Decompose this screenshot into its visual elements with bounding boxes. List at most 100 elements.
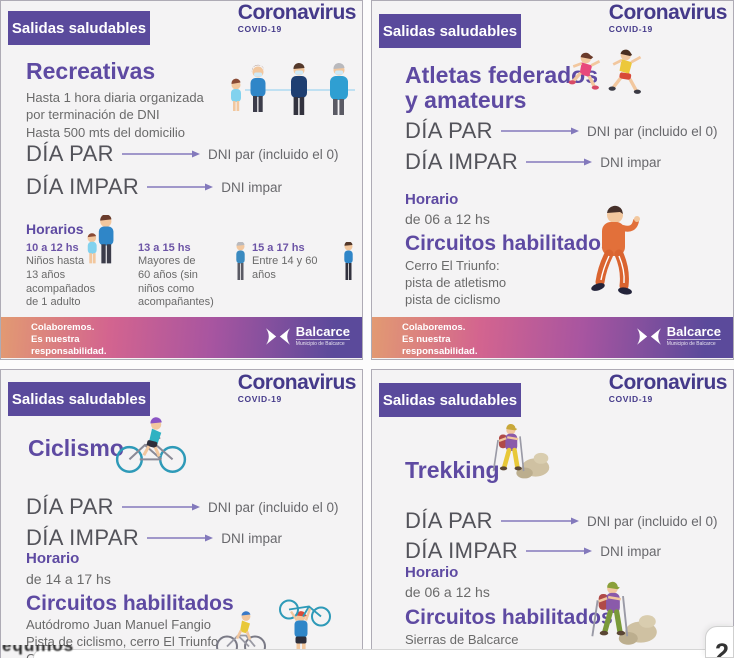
balcarce-sub: Municipio de Balcarce — [295, 339, 350, 347]
dia-par-row: DÍA PAR DNI par (incluido el 0) — [26, 494, 339, 520]
horario-value: de 14 a 17 hs — [26, 571, 111, 587]
horarios-heading: Horarios — [26, 221, 84, 237]
slot-detail: Entre 14 y 60 años — [252, 255, 318, 281]
arrow-right-icon — [147, 534, 214, 542]
card-title: Recreativas — [26, 58, 156, 84]
circuitos-heading: Circuitos habilitados — [405, 232, 613, 255]
dia-impar-label: DÍA IMPAR — [405, 149, 519, 174]
dia-impar-value: DNI impar — [600, 543, 661, 559]
logo-subtitle: COVID-19 — [237, 394, 282, 405]
dia-par-value: DNI par (incluido el 0) — [207, 146, 339, 162]
circuitos-heading: Circuitos habilitados — [26, 592, 234, 615]
arrow-right-icon — [147, 183, 214, 191]
badge-label: Salidas saludables — [11, 19, 147, 37]
salidas-saludables-badge: Salidas saludables — [379, 383, 521, 417]
dia-par-label: DÍA PAR — [405, 118, 493, 143]
footer-banner: Colaboremos. Es nuestra responsabilidad.… — [372, 317, 733, 358]
dia-impar-label: DÍA IMPAR — [405, 538, 519, 563]
coronavirus-logo: Coronavirus COVID-19 — [608, 1, 728, 35]
salidas-saludables-badge: Salidas saludables — [8, 382, 150, 416]
dia-impar-row: DÍA IMPAR DNI impar — [26, 174, 282, 200]
circuitos-detail: Autódromo Juan Manuel Fangio Pista de ci… — [26, 617, 219, 658]
dia-par-value: DNI par (incluido el 0) — [586, 513, 718, 529]
coronavirus-logo: Coronavirus COVID-19 — [237, 371, 357, 405]
footer-message: Colaboremos. Es nuestra responsabilidad. — [402, 322, 478, 357]
circuitos-detail: Cerro El Triunfo: pista de atletismo pis… — [405, 258, 507, 307]
card-recreativas: Salidas saludables Coronavirus COVID-19 … — [0, 0, 363, 360]
logo-title: Coronavirus — [608, 1, 728, 24]
arrow-right-icon — [500, 127, 579, 135]
card-title: Atletas federados y amateurs — [405, 62, 599, 113]
card-trekking: Salidas saludables Coronavirus COVID-19 … — [371, 369, 734, 658]
arrow-right-icon — [121, 150, 200, 158]
horario-heading: Horario — [405, 191, 459, 208]
coronavirus-logo: Coronavirus COVID-19 — [608, 371, 728, 405]
floating-corner-button[interactable]: 2 — [705, 626, 734, 658]
dia-impar-label: DÍA IMPAR — [26, 525, 140, 550]
slot-10-12: 10 a 12 hs Niños hasta 13 años acompañad… — [26, 242, 129, 310]
balcarce-logo: Balcarce Municipio de Balcarce — [636, 324, 721, 347]
dia-impar-value: DNI impar — [600, 154, 661, 170]
arrow-right-icon — [500, 517, 579, 525]
balcarce-logo: Balcarce Municipio de Balcarce — [265, 324, 350, 347]
card-title: Trekking — [405, 457, 500, 483]
logo-subtitle: COVID-19 — [608, 24, 653, 35]
dia-par-row: DÍA PAR DNI par (incluido el 0) — [405, 508, 718, 534]
badge-label: Salidas saludables — [382, 22, 518, 40]
dia-impar-value: DNI impar — [221, 179, 282, 195]
dia-par-value: DNI par (incluido el 0) — [586, 123, 718, 139]
page-bottom-strip — [33, 649, 705, 658]
horario-heading: Horario — [26, 550, 80, 567]
slot-time: 10 a 12 hs — [26, 242, 79, 254]
hiker-icon — [591, 581, 657, 645]
salidas-saludables-badge: Salidas saludables — [8, 11, 150, 45]
slot-time: 13 a 15 hs — [138, 242, 191, 254]
card-ciclismo: Salidas saludables Coronavirus COVID-19 … — [0, 369, 363, 658]
balcarce-wordmark: Balcarce — [295, 324, 350, 339]
balcarce-wordmark: Balcarce — [666, 324, 721, 339]
balcarce-butterfly-icon — [265, 327, 290, 345]
cyclist-icon — [115, 417, 187, 473]
card-atletas: Salidas saludables Coronavirus COVID-19 … — [371, 0, 734, 360]
slot-15-17: 15 a 17 hs Entre 14 y 60 años — [252, 242, 356, 283]
dia-impar-value: DNI impar — [221, 530, 282, 546]
senior-icon — [236, 242, 245, 280]
dia-par-label: DÍA PAR — [26, 494, 114, 519]
logo-title: Coronavirus — [608, 371, 728, 394]
footer-message: Colaboremos. Es nuestra responsabilidad. — [31, 322, 107, 357]
dia-impar-row: DÍA IMPAR DNI impar — [405, 149, 661, 175]
cutoff-text-fragment: equinos — [2, 645, 75, 655]
logo-subtitle: COVID-19 — [237, 24, 282, 35]
dia-par-label: DÍA PAR — [405, 508, 493, 533]
hiker-icon — [492, 424, 550, 479]
dia-impar-row: DÍA IMPAR DNI impar — [26, 525, 282, 551]
arrow-right-icon — [121, 503, 200, 511]
arrow-right-icon — [526, 158, 593, 166]
slot-time: 15 a 17 hs — [252, 242, 305, 254]
corner-glyph: 2 — [715, 639, 729, 658]
balcarce-sub: Municipio de Balcarce — [666, 339, 721, 347]
dia-impar-label: DÍA IMPAR — [26, 174, 140, 199]
logo-title: Coronavirus — [237, 1, 357, 24]
runners-icon — [568, 49, 642, 94]
circuitos-detail: Sierras de Balcarce — [405, 632, 519, 647]
slot-detail: Niños hasta 13 años acompañados de 1 adu… — [26, 255, 96, 309]
horario-value: de 06 a 12 hs — [405, 211, 490, 227]
card-description: Hasta 1 hora diaria organizada por termi… — [26, 90, 204, 140]
jogger-icon — [591, 205, 640, 295]
dia-par-row: DÍA PAR DNI par (incluido el 0) — [405, 118, 718, 144]
horario-value: de 06 a 12 hs — [405, 584, 490, 600]
logo-subtitle: COVID-19 — [608, 394, 653, 405]
circuitos-heading: Circuitos habilitados — [405, 606, 613, 629]
dia-impar-row: DÍA IMPAR DNI impar — [405, 538, 661, 564]
dia-par-value: DNI par (incluido el 0) — [207, 499, 339, 515]
badge-label: Salidas saludables — [382, 391, 518, 409]
adult-icon — [344, 242, 353, 280]
dia-par-row: DÍA PAR DNI par (incluido el 0) — [26, 141, 339, 167]
logo-title: Coronavirus — [237, 371, 357, 394]
family-distancing-icon — [231, 62, 355, 115]
slot-detail: Mayores de 60 años (sin niños como acomp… — [138, 255, 214, 309]
dia-par-label: DÍA PAR — [26, 141, 114, 166]
badge-label: Salidas saludables — [11, 390, 147, 408]
